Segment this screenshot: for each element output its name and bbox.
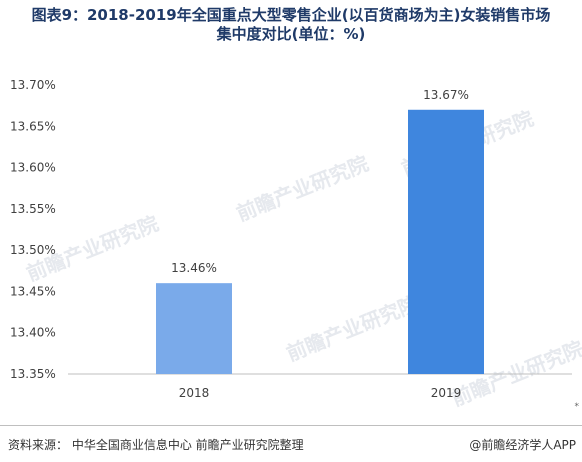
x-tick-label: 2018 (179, 386, 210, 400)
chart-title-line-2: 集中度对比(单位：%) (216, 25, 366, 43)
y-tick-label: 13.35% (10, 367, 56, 381)
y-tick-label: 13.60% (10, 161, 56, 175)
brand-credit: @前瞻经济学人APP (469, 438, 576, 452)
y-tick-label: 13.45% (10, 284, 56, 298)
y-tick-label: 13.65% (10, 119, 56, 133)
y-tick-label: 13.40% (10, 326, 56, 340)
x-axis-labels: 2018 2019 (179, 386, 462, 400)
x-tick-label: 2019 (431, 386, 462, 400)
chart-title-line-1: 图表9：2018-2019年全国重点大型零售企业(以百货商场为主)女装销售市场 (31, 6, 551, 24)
chart-title: 图表9：2018-2019年全国重点大型零售企业(以百货商场为主)女装销售市场 … (0, 6, 582, 44)
bar-chart: 前瞻产业研究院前瞻产业研究院前瞻产业研究院前瞻产业研究院前瞻产业研究院 13.3… (10, 78, 582, 411)
y-tick-label: 13.50% (10, 243, 56, 257)
bars (156, 109, 484, 375)
data-label: 13.46% (171, 261, 217, 275)
y-axis: 13.35% 13.40% 13.45% 13.50% 13.55% 13.60% 13.6… (10, 78, 56, 381)
corner-mark: * (574, 402, 580, 412)
source-text: 资料来源： 中华全国商业信息中心 前瞻产业研究院整理 (8, 438, 304, 452)
bar-2019 (408, 109, 484, 375)
y-tick-label: 13.70% (10, 78, 56, 92)
y-tick-label: 13.55% (10, 202, 56, 216)
watermark-text: 前瞻产业研究院 (283, 291, 422, 366)
value-labels: 13.46% 13.67% (171, 88, 469, 275)
watermark-layer: 前瞻产业研究院前瞻产业研究院前瞻产业研究院前瞻产业研究院前瞻产业研究院 (23, 106, 582, 411)
bar-2018 (156, 283, 232, 374)
source-footer: 资料来源： 中华全国商业信息中心 前瞻产业研究院整理 @前瞻经济学人APP (0, 425, 582, 462)
data-label: 13.67% (423, 88, 469, 102)
watermark-text: 前瞻产业研究院 (233, 151, 372, 226)
